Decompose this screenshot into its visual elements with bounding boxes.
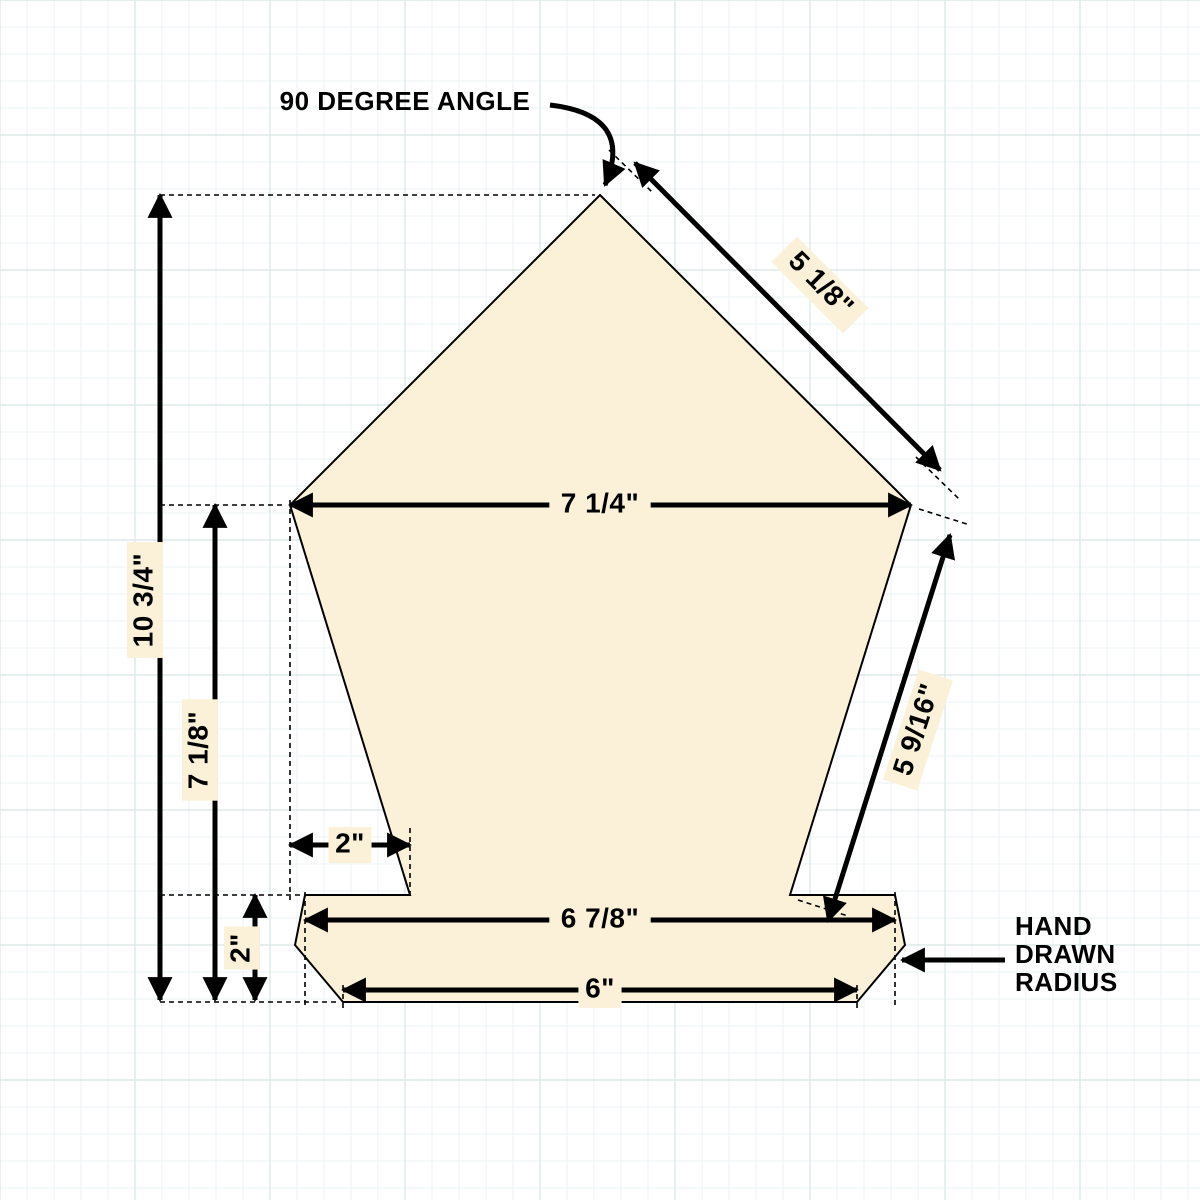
svg-text:7 1/4": 7 1/4" [561,487,640,518]
dimension-label: 10 3/4" [127,542,163,658]
dimension-label: 2" [224,926,260,969]
svg-text:6 7/8": 6 7/8" [561,902,640,933]
dimension-label: 6" [578,972,621,1008]
svg-text:6": 6" [585,972,615,1003]
svg-text:10 3/4": 10 3/4" [127,553,158,648]
angle-callout-label: 90 DEGREE ANGLE [280,86,531,116]
dimension-label: 6 7/8" [549,902,650,938]
dimension-label: 7 1/4" [549,487,650,523]
svg-text:7 1/8": 7 1/8" [182,711,213,790]
svg-text:2": 2" [224,933,255,963]
dimension-label: 2" [328,827,371,863]
svg-text:2": 2" [335,827,365,858]
dimension-label: 7 1/8" [182,699,218,800]
